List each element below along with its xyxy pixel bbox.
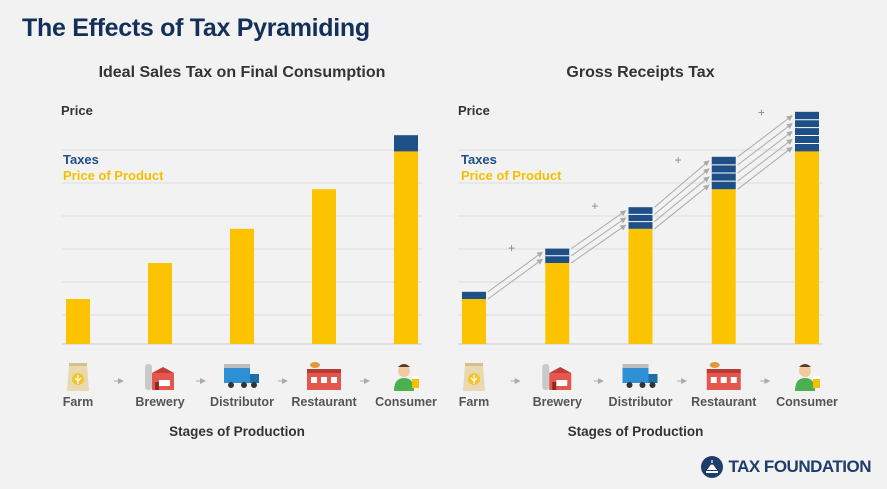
legend-taxes: Taxes: [461, 152, 497, 167]
plus-sign: +: [508, 241, 515, 255]
plus-sign: +: [591, 199, 598, 213]
pyramid-arrow: [654, 184, 710, 230]
plus-sign: +: [758, 105, 765, 119]
bar-price-restaurant: [711, 189, 736, 344]
bar-tax-brewery-1: [545, 255, 570, 263]
bar-price-brewery: [545, 263, 570, 344]
legend-price-of-product: Price of Product: [63, 168, 164, 183]
brand-name: TAX FOUNDATION: [728, 457, 871, 476]
capitol-dome-icon: [701, 456, 724, 478]
bar-tax-consumer-5: [795, 111, 819, 120]
main-title: The Effects of Tax Pyramiding: [22, 14, 370, 42]
pyramid-arrow: [570, 217, 627, 257]
category-label-consumer: Consumer: [375, 395, 437, 409]
pyramid-arrow: [654, 176, 710, 222]
left-chart-title: Ideal Sales Tax on Final Consumption: [98, 64, 386, 81]
bar-price-distributor: [230, 228, 254, 344]
bar-price-distributor: [628, 228, 653, 344]
pyramid-arrow: [654, 160, 710, 208]
brewery-icon: [145, 364, 174, 390]
pyramid-arrow: [737, 115, 793, 158]
right-chart-title: Gross Receipts Tax: [566, 64, 715, 81]
category-label-distributor: Distributor: [210, 395, 274, 409]
bar-tax-restaurant-3: [711, 164, 736, 173]
bar-price-restaurant: [312, 189, 336, 344]
category-label-consumer: Consumer: [776, 395, 838, 409]
category-label-restaurant: Restaurant: [291, 395, 357, 409]
grain-sack-icon: [463, 363, 485, 391]
bar-price-consumer: [394, 151, 418, 344]
pyramid-arrow: [737, 146, 793, 190]
bar-restaurant-icon: [307, 361, 341, 390]
pyramid-arrow: [570, 210, 627, 250]
pyramid-arrow: [570, 224, 627, 264]
bar-tax-farm-1: [462, 291, 486, 299]
category-label-farm: Farm: [63, 395, 94, 409]
category-label-distributor: Distributor: [609, 395, 673, 409]
plus-sign: +: [675, 153, 682, 167]
legend-price-of-product: Price of Product: [461, 168, 562, 183]
y-axis-label: Price: [458, 103, 490, 118]
consumer-with-beer-icon: [394, 364, 419, 391]
category-label-brewery: Brewery: [533, 395, 582, 409]
bar-tax-consumer-2: [795, 135, 819, 144]
pyramid-arrow: [737, 123, 793, 166]
bar-tax-consumer-4: [795, 119, 819, 128]
consumer-with-beer-icon: [795, 364, 820, 391]
bar-tax-consumer-3: [795, 127, 819, 136]
x-axis-label: Stages of Production: [568, 424, 704, 439]
brewery-icon: [542, 364, 572, 390]
bar-restaurant-icon: [706, 361, 741, 390]
bar-price-farm: [462, 299, 486, 344]
bar-tax-consumer-1: [795, 143, 819, 152]
category-label-brewery: Brewery: [135, 395, 184, 409]
bar-tax-distributor-1: [628, 221, 653, 229]
bar-tax-brewery-2: [545, 248, 570, 256]
pyramid-arrow: [737, 130, 793, 174]
legend-taxes: Taxes: [63, 152, 99, 167]
bar-tax-restaurant-1: [711, 181, 736, 190]
bar-tax-restaurant-2: [711, 173, 736, 182]
category-label-restaurant: Restaurant: [691, 395, 757, 409]
pyramid-arrow: [654, 168, 710, 215]
bar-tax-restaurant-4: [711, 156, 736, 165]
transport-truck-icon: [622, 364, 658, 388]
bar-price-brewery: [148, 263, 172, 344]
pyramid-arrow: [487, 258, 544, 300]
bar-tax-distributor-3: [628, 207, 653, 215]
bar-tax-consumer-1: [394, 135, 418, 152]
pyramid-arrow: [737, 138, 793, 182]
tax-foundation-logo: TAX FOUNDATION: [700, 455, 871, 479]
pyramid-arrow: [487, 251, 544, 293]
transport-truck-icon: [224, 364, 259, 388]
grain-sack-icon: [67, 363, 89, 391]
bar-price-consumer: [795, 151, 819, 344]
x-axis-label: Stages of Production: [169, 424, 305, 439]
bar-price-farm: [66, 299, 90, 344]
y-axis-label: Price: [61, 103, 93, 118]
category-label-farm: Farm: [459, 395, 490, 409]
bar-tax-distributor-2: [628, 214, 653, 222]
